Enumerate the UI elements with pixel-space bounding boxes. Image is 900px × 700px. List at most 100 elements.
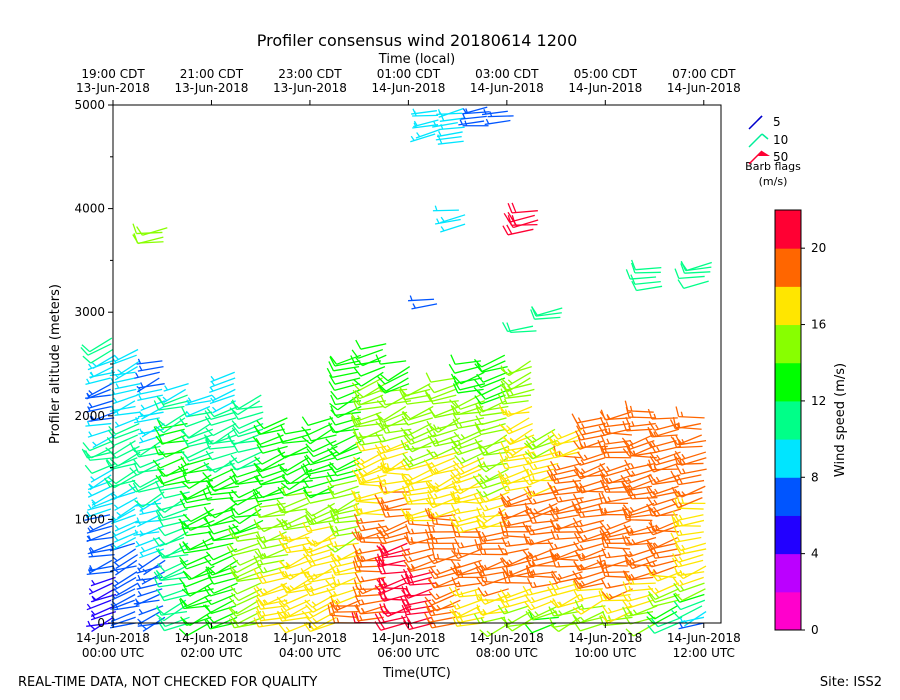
wind-barb	[325, 476, 358, 487]
wind-barb	[427, 490, 459, 500]
wind-barbs	[80, 106, 712, 638]
top-axis-label: Time (local)	[378, 52, 455, 67]
wind-barb	[674, 541, 706, 552]
y-tick-label: 1000	[74, 512, 105, 526]
wind-barb	[475, 566, 507, 577]
wind-barb	[497, 593, 529, 603]
wind-barb	[83, 445, 115, 459]
wind-barb	[499, 598, 531, 609]
wind-barb	[403, 559, 436, 571]
wind-barb	[497, 468, 529, 480]
wind-barb	[424, 612, 456, 623]
wind-barb	[598, 425, 630, 436]
wind-barb	[328, 488, 360, 499]
wind-barb	[399, 595, 431, 607]
wind-barb	[620, 474, 652, 485]
wind-barb	[278, 539, 310, 550]
wind-barb	[231, 485, 263, 499]
wind-barb	[377, 474, 408, 486]
barb-legend-label: 5	[773, 115, 781, 129]
wind-barb	[112, 394, 138, 405]
wind-barb	[179, 554, 211, 566]
barb-legend-symbol	[748, 133, 763, 148]
wind-barb	[649, 473, 681, 484]
wind-barb	[114, 417, 140, 429]
barb-legend: Barb flags (m/s) 5 10 50	[745, 115, 801, 188]
wind-barb	[379, 366, 411, 382]
wind-barb	[87, 502, 113, 511]
wind-barb	[621, 434, 654, 447]
wind-barb	[453, 400, 485, 410]
wind-barb	[673, 525, 704, 537]
wind-barb	[503, 211, 535, 223]
barb-legend-item: 5	[748, 115, 781, 130]
colorbar-segment	[775, 477, 801, 516]
wind-barb	[412, 122, 439, 129]
wind-barb	[178, 576, 211, 588]
wind-barb	[474, 394, 506, 405]
wind-barb	[91, 588, 116, 603]
wind-barb	[152, 457, 185, 469]
wind-barb	[631, 280, 663, 292]
wind-barb	[411, 108, 437, 115]
top-tick-date: 13-Jun-2018	[175, 81, 249, 95]
wind-barb	[114, 571, 138, 587]
wind-barb	[329, 394, 360, 411]
wind-barb	[550, 428, 583, 440]
wind-barb	[179, 559, 212, 570]
wind-barb	[228, 593, 261, 606]
wind-barb	[424, 593, 456, 606]
wind-barb	[523, 535, 556, 546]
wind-barb	[672, 517, 705, 528]
wind-barb	[625, 269, 657, 280]
wind-barb	[622, 502, 655, 514]
wind-barb	[352, 428, 384, 441]
wind-barb	[179, 445, 212, 459]
wind-barb	[550, 519, 582, 531]
wind-barb	[669, 419, 702, 430]
wind-barb	[86, 531, 112, 543]
wind-barb	[547, 465, 579, 476]
wind-barb	[228, 605, 260, 617]
wind-barb	[400, 545, 432, 556]
wind-barb	[156, 497, 187, 513]
wind-barb	[622, 547, 654, 558]
colorbar-segment	[775, 286, 801, 326]
wind-barb	[352, 400, 384, 411]
wind-barb	[451, 576, 483, 588]
wind-barb	[256, 593, 288, 606]
wind-barb	[646, 496, 679, 507]
wind-barb	[136, 226, 168, 236]
wind-barb	[450, 468, 482, 480]
wind-barb	[575, 551, 607, 562]
wind-barb	[86, 620, 113, 627]
wind-barb	[179, 417, 211, 428]
wind-barb	[157, 525, 190, 537]
wind-barb	[375, 432, 407, 443]
x-tick-date: 14-Jun-2018	[371, 631, 445, 645]
wind-barb	[450, 354, 482, 365]
wind-barb	[473, 354, 506, 368]
wind-barb	[462, 106, 488, 115]
wind-barb	[157, 517, 189, 528]
wind-barb	[355, 582, 387, 595]
wind-barb	[572, 599, 604, 615]
wind-barb	[376, 576, 408, 589]
wind-barb	[229, 582, 262, 595]
wind-barb	[375, 354, 407, 365]
wind-barb	[82, 348, 114, 364]
wind-barb	[473, 377, 506, 389]
wind-barb	[507, 202, 538, 214]
wind-barb	[599, 416, 631, 428]
wind-barb	[427, 474, 458, 489]
x-tick-date: 14-Jun-2018	[568, 631, 642, 645]
wind-barb	[647, 622, 679, 634]
wind-barb	[277, 457, 309, 472]
wind-barb	[647, 427, 680, 438]
wind-barb	[573, 578, 605, 589]
wind-barb	[523, 434, 555, 451]
wind-barb	[163, 383, 189, 392]
wind-barb	[204, 619, 236, 630]
wind-barb	[155, 474, 187, 485]
